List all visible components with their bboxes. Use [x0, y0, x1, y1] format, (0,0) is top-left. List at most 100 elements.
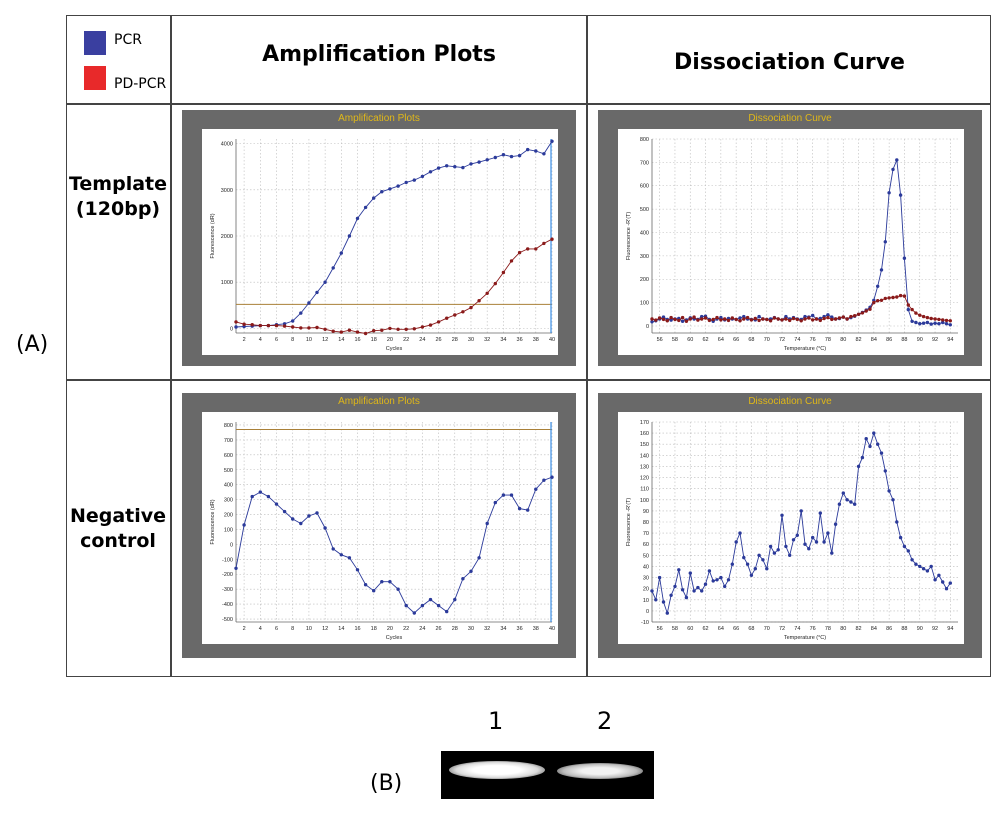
y-tick-label: -400	[222, 602, 233, 608]
data-point	[501, 153, 506, 157]
data-point	[856, 464, 861, 469]
legend-label-pcr: PCR	[114, 32, 142, 48]
data-point	[665, 319, 669, 323]
data-point	[734, 317, 738, 322]
x-tick-label: 70	[764, 626, 770, 632]
data-point	[887, 296, 891, 300]
y-tick-label: 60	[643, 542, 649, 548]
data-point	[895, 295, 899, 299]
x-axis-label: Temperature (°C)	[784, 635, 826, 641]
x-tick-label: 32	[484, 337, 490, 343]
panel-title: Dissociation Curve	[748, 396, 832, 407]
data-point	[404, 603, 408, 608]
data-point	[517, 153, 522, 158]
x-tick-label: 36	[517, 626, 523, 632]
y-tick-label: 30	[643, 576, 649, 582]
y-tick-label: 160	[640, 431, 649, 437]
data-point	[542, 478, 546, 482]
data-point	[883, 296, 887, 301]
data-point	[895, 520, 899, 524]
data-point	[818, 511, 822, 515]
series-line	[651, 431, 951, 615]
gel-lane-label-2: 2	[597, 707, 613, 735]
data-point	[509, 154, 514, 159]
data-point	[493, 281, 497, 286]
data-point	[730, 316, 734, 320]
y-tick-label: -300	[222, 587, 233, 593]
data-point	[526, 508, 530, 512]
x-tick-label: 88	[901, 626, 907, 632]
data-point	[550, 139, 554, 143]
data-point	[719, 575, 723, 580]
data-point	[799, 509, 803, 513]
data-point	[372, 196, 376, 200]
section-label-a: (A)	[16, 332, 49, 357]
x-tick-label: 76	[810, 626, 816, 632]
data-point	[250, 494, 254, 499]
x-tick-label: 36	[517, 337, 523, 343]
y-tick-label: 150	[640, 442, 649, 448]
data-point	[485, 521, 489, 526]
data-point	[331, 547, 335, 551]
x-tick-label: 92	[932, 337, 938, 343]
x-tick-label: 74	[794, 337, 800, 343]
data-point	[914, 311, 918, 315]
data-point	[776, 317, 780, 321]
data-point	[485, 158, 489, 162]
data-point	[918, 322, 922, 326]
legend-swatch-pdpcr	[84, 66, 106, 90]
x-tick-label: 92	[932, 626, 938, 632]
x-tick-label: 90	[917, 337, 923, 343]
data-point	[673, 584, 677, 589]
y-axis-label: Fluorescence -R'(T)	[626, 498, 632, 547]
data-point	[765, 317, 769, 322]
data-point	[788, 318, 792, 323]
data-point	[822, 540, 826, 544]
data-point	[677, 568, 681, 572]
y-axis-label: Fluorescence (dR)	[210, 499, 216, 544]
x-tick-label: 10	[306, 337, 312, 343]
data-point	[680, 315, 685, 320]
x-tick-label: 14	[338, 337, 344, 343]
x-tick-label: 6	[275, 337, 278, 343]
data-point	[883, 469, 887, 473]
data-point	[941, 320, 945, 325]
data-point	[680, 588, 685, 592]
data-point	[396, 327, 400, 331]
data-point	[772, 551, 777, 555]
panel-amp-template: Amplification Plots 2 4 6 8 10 12 14 16 18 20 22 24…	[182, 110, 576, 366]
y-tick-label: 0	[230, 542, 233, 548]
y-axis-label: Fluorescence -R'(T)	[626, 212, 632, 261]
data-point	[469, 162, 473, 166]
y-tick-label: 0	[230, 326, 233, 332]
data-point	[420, 325, 425, 329]
data-point	[436, 603, 441, 608]
y-tick-label: 800	[640, 137, 649, 143]
data-point	[707, 569, 712, 573]
data-point	[726, 578, 731, 582]
x-tick-label: 68	[748, 626, 754, 632]
x-tick-label: 22	[403, 337, 409, 343]
data-point	[654, 318, 658, 322]
y-tick-label: 700	[640, 160, 649, 166]
y-tick-label: 90	[643, 509, 649, 515]
data-point	[477, 160, 481, 164]
data-point	[929, 564, 933, 569]
data-point	[469, 569, 473, 573]
data-point	[795, 317, 799, 322]
x-tick-label: 8	[291, 626, 294, 632]
data-point	[910, 558, 914, 562]
gel-band-lane-2	[557, 763, 643, 779]
legend-label-pdpcr: PD-PCR	[114, 76, 167, 92]
panel-amp-negative: Amplification Plots 2 4 6 8 10 12 14 16 18 20 22 24…	[182, 393, 576, 658]
data-point	[363, 205, 368, 210]
data-point	[822, 316, 826, 321]
chart-amp-negative: 2 4 6 8 10 12 14 16 18 20 22 24 26 28 30 32 34 36 38 40-500…	[202, 412, 558, 644]
y-tick-label: 0	[646, 609, 649, 615]
data-point	[803, 314, 807, 319]
x-tick-label: 78	[825, 337, 831, 343]
data-point	[428, 597, 433, 602]
data-point	[688, 571, 692, 575]
panel-title: Dissociation Curve	[748, 113, 832, 124]
data-point	[742, 555, 746, 560]
